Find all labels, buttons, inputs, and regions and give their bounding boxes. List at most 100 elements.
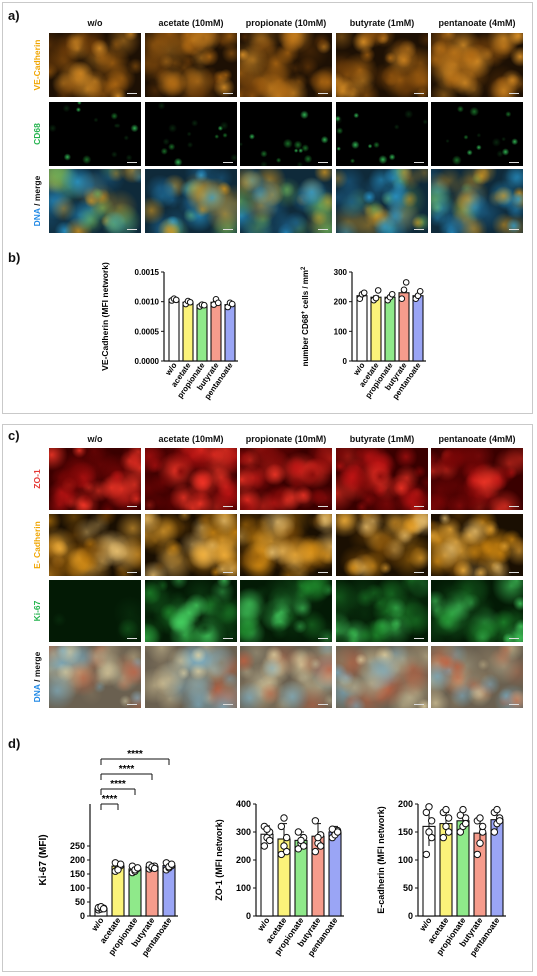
scale-bar	[223, 506, 233, 507]
y-tick-label: 0	[343, 357, 348, 366]
row-label: DNA / merge	[32, 646, 44, 708]
micrograph-image	[145, 646, 237, 708]
scale-bar	[414, 162, 424, 163]
scale-bar	[414, 506, 424, 507]
data-point	[444, 814, 453, 822]
micrograph-image	[240, 102, 332, 166]
panel-c-letter: c)	[8, 428, 20, 443]
y-tick-label: 200	[236, 855, 251, 865]
y-tick-label: 100	[334, 327, 348, 336]
y-tick-label: 100	[70, 883, 85, 893]
data-point	[400, 286, 408, 294]
row-label-part: VE-Cadherin	[32, 39, 42, 91]
scale-bar	[127, 162, 137, 163]
panel-ab-frame	[2, 2, 533, 414]
row-label: DNA / merge	[32, 169, 44, 233]
bar	[412, 295, 424, 362]
data-point	[277, 822, 286, 831]
data-point	[282, 847, 291, 856]
y-axis-label: E-cadherin (MFI network)	[376, 806, 386, 914]
scale-bar	[414, 572, 424, 573]
data-point	[398, 295, 406, 303]
bar	[210, 301, 222, 362]
bar	[356, 295, 368, 362]
scale-bar	[509, 506, 519, 507]
scale-bar	[318, 572, 328, 573]
data-point	[427, 833, 436, 842]
data-point	[493, 805, 501, 814]
scale-bar	[223, 162, 233, 163]
data-point	[280, 814, 288, 822]
column-title: w/o	[87, 434, 103, 444]
scale-bar	[223, 704, 233, 705]
bar	[224, 304, 236, 362]
row-label: E- Cadherin	[32, 514, 44, 576]
row-label-part: / merge	[32, 651, 42, 685]
micrograph-image	[240, 448, 332, 510]
micrograph-image	[240, 33, 332, 97]
y-tick-label: 300	[236, 827, 251, 837]
micrograph-image	[240, 646, 332, 708]
data-point	[459, 805, 467, 814]
row-label: ZO-1	[32, 448, 44, 510]
data-point	[490, 828, 499, 836]
data-point	[314, 833, 322, 842]
y-tick-label: 100	[398, 855, 413, 865]
scale-bar	[414, 93, 424, 94]
data-point	[311, 847, 320, 856]
data-point	[478, 822, 487, 831]
column-title: pentanoate (4mM)	[438, 434, 516, 444]
micrograph-image	[145, 514, 237, 576]
micrograph-image	[336, 646, 428, 708]
y-tick-label: 50	[75, 897, 85, 907]
data-point	[439, 833, 448, 842]
data-point	[214, 299, 222, 307]
data-point	[133, 864, 142, 872]
scale-bar	[318, 93, 328, 94]
bar	[370, 296, 382, 362]
micrograph-image	[336, 169, 428, 233]
data-point	[461, 819, 470, 828]
micrograph-image	[240, 580, 332, 642]
row-label: VE-Cadherin	[32, 33, 44, 97]
micrograph-image	[336, 580, 428, 642]
micrograph-image	[431, 580, 523, 642]
micrograph-image	[431, 33, 523, 97]
bar	[196, 304, 208, 362]
chart-ve-cadherin: 0.0000 0.0005 0.0010 0.0015 VE-Cadherin (MFI…	[100, 262, 238, 401]
row-label-part: E- Cadherin	[32, 521, 42, 569]
data-point	[374, 287, 382, 294]
scale-bar	[318, 506, 328, 507]
micrograph-image	[49, 102, 141, 166]
data-point	[444, 828, 453, 836]
micrograph-image	[49, 514, 141, 576]
scale-bar	[509, 572, 519, 573]
data-point	[99, 905, 108, 913]
micrograph-image	[240, 169, 332, 233]
y-tick-label: 200	[334, 298, 348, 307]
scale-bar	[509, 162, 519, 163]
y-tick-label: 50	[403, 883, 413, 893]
y-tick-label: 150	[70, 869, 85, 879]
scale-bar	[127, 93, 137, 94]
row-label-part: DNA	[32, 684, 42, 703]
bar	[328, 831, 342, 917]
panel-a-letter: a)	[8, 8, 20, 23]
y-tick-label: 100	[236, 883, 251, 893]
significance-label: ****	[119, 764, 135, 775]
scale-bar	[223, 93, 233, 94]
data-point	[116, 860, 125, 868]
data-point	[422, 850, 431, 859]
micrograph-image	[49, 646, 141, 708]
scale-bar	[318, 229, 328, 230]
scale-bar	[318, 704, 328, 705]
micrograph-image	[431, 646, 523, 708]
scale-bar	[127, 506, 137, 507]
column-title: butyrate (1mM)	[349, 18, 415, 28]
micrograph-image	[431, 448, 523, 510]
y-tick-label: 0	[246, 911, 251, 921]
row-label-part: DNA	[32, 208, 42, 227]
micrograph-image	[49, 33, 141, 97]
y-tick-label: 0	[408, 911, 413, 921]
